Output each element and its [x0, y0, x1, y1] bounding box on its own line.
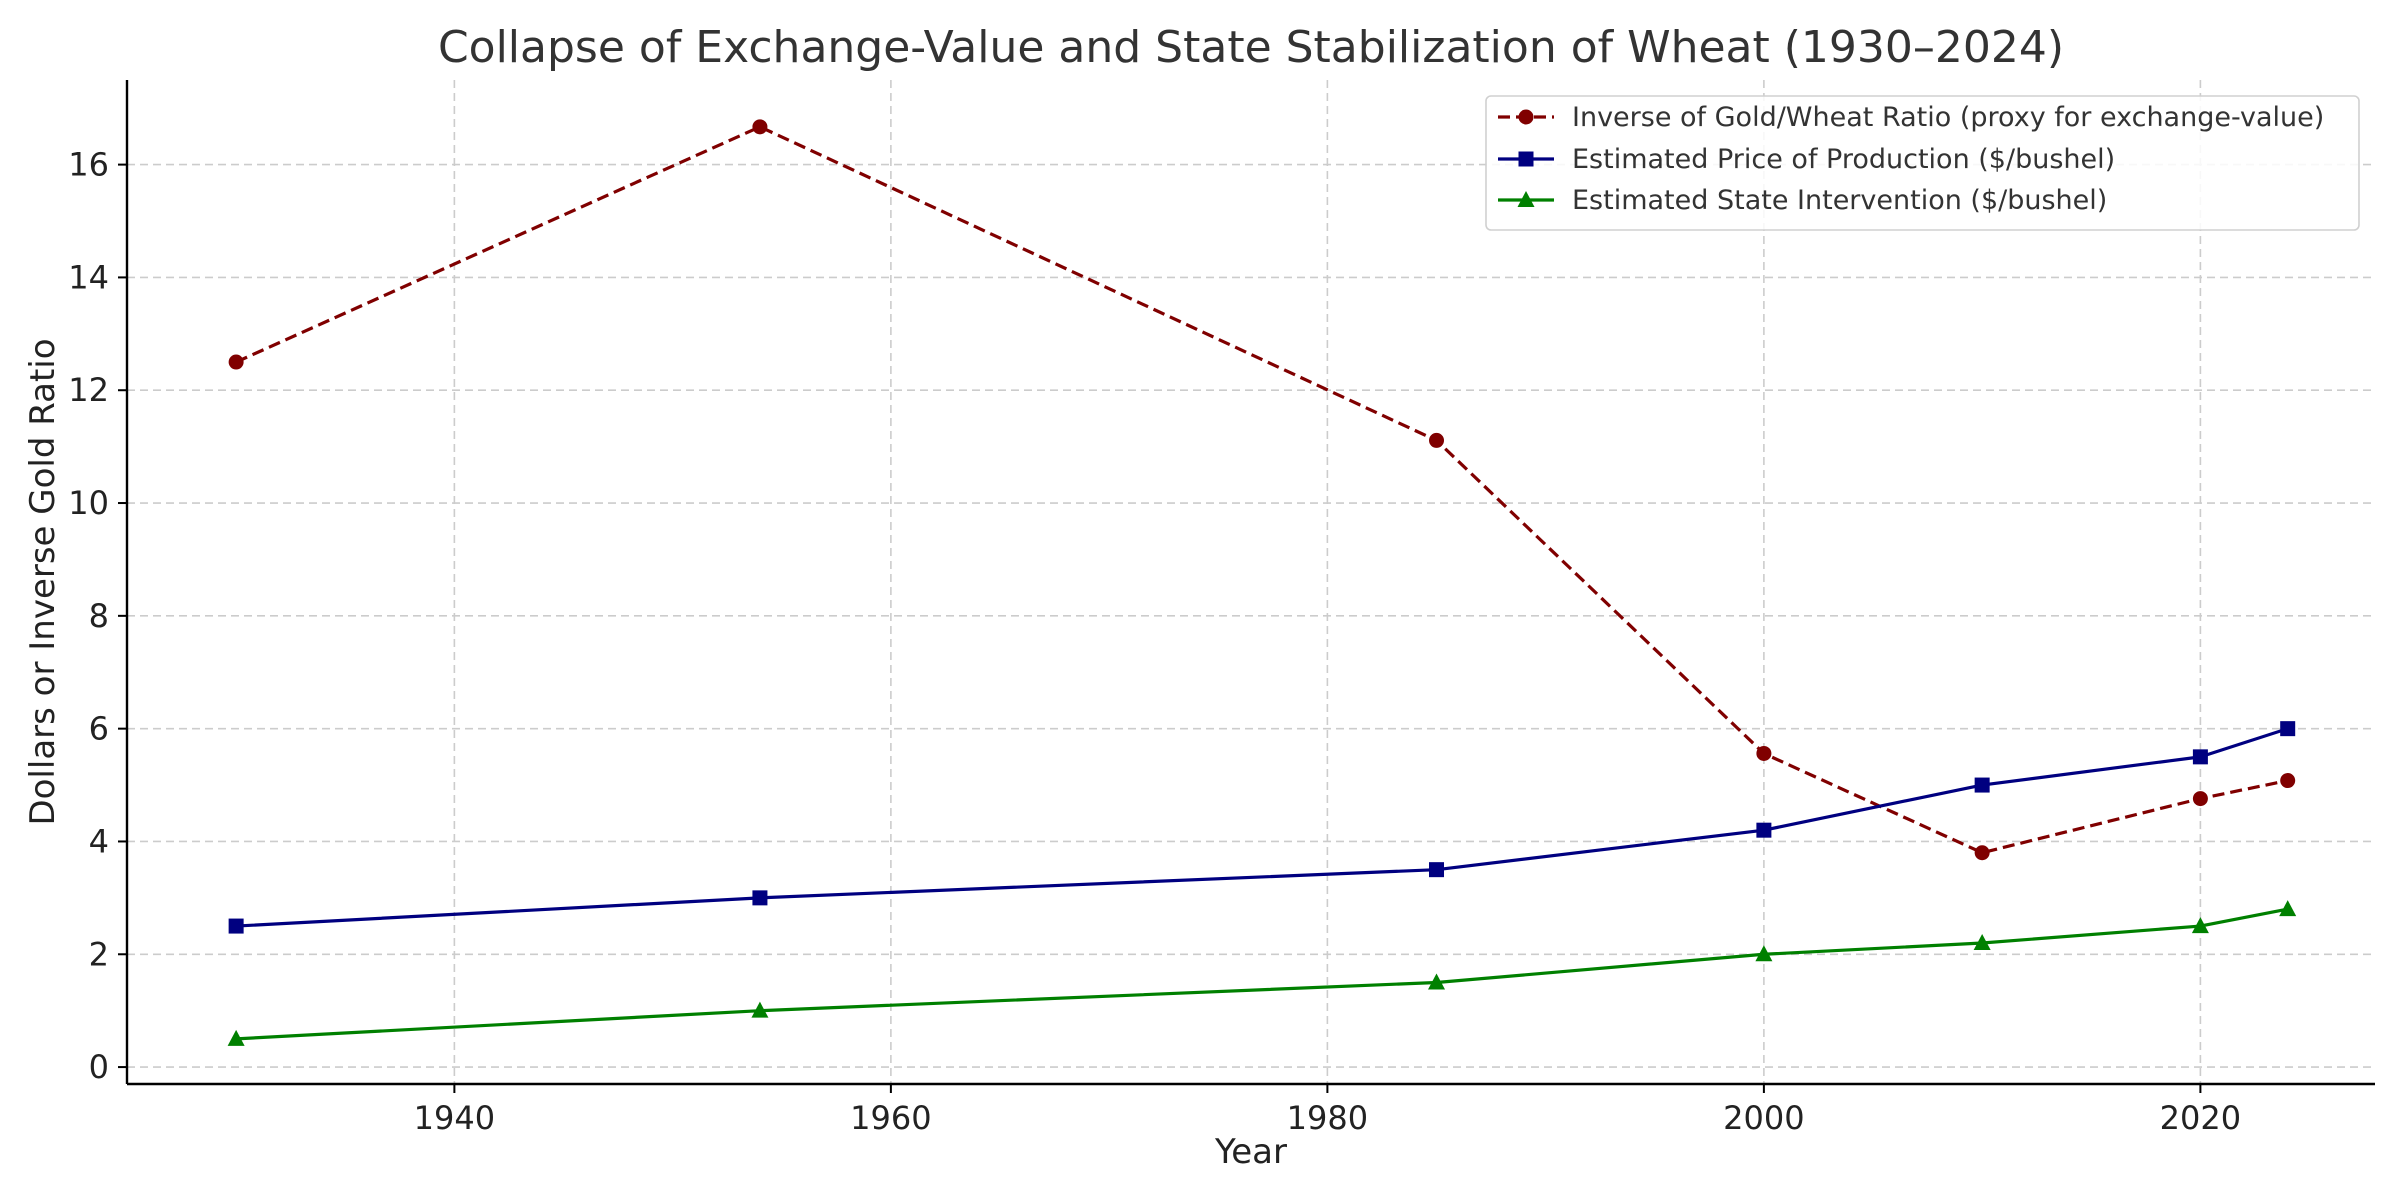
y-tick-label: 2: [89, 935, 109, 973]
data-point: [1429, 862, 1445, 878]
legend-entry-3: Estimated State Intervention ($/bushel): [1498, 185, 2107, 216]
series-line: [235, 125, 2289, 855]
data-point: [751, 1001, 769, 1018]
series-3: [227, 900, 2297, 1046]
data-point: [752, 119, 768, 135]
series: [227, 119, 2297, 1046]
y-tick-label: 12: [68, 371, 109, 409]
data-point: [2280, 721, 2296, 737]
series-1: [228, 119, 2296, 861]
axes: [118, 80, 2375, 1093]
tick-labels: 1940 1960 1980 2000 2020 0 2 4 6 8 10 12 14 16: [68, 146, 2241, 1137]
y-tick-label: 16: [68, 146, 109, 184]
y-tick-label: 8: [89, 597, 109, 635]
data-point: [2279, 900, 2297, 917]
y-tick-label: 0: [89, 1048, 109, 1086]
y-tick-label: 10: [68, 484, 109, 522]
series-line: [236, 727, 2289, 928]
x-tick-label: 1980: [1287, 1099, 1368, 1137]
data-point: [752, 890, 768, 906]
data-point: [228, 918, 244, 934]
legend-entry-2: Estimated Price of Production ($/bushel): [1498, 144, 2115, 175]
legend-label: Estimated Price of Production ($/bushel): [1572, 144, 2115, 175]
data-point: [1974, 777, 1990, 793]
legend-label: Inverse of Gold/Wheat Ratio (proxy for e…: [1572, 102, 2324, 133]
legend: Inverse of Gold/Wheat Ratio (proxy for e…: [1485, 95, 2360, 231]
y-tick-label: 14: [68, 258, 109, 296]
data-point: [227, 1029, 245, 1046]
y-axis-label: Dollars or Inverse Gold Ratio: [23, 338, 63, 825]
legend-frame: [1485, 95, 2360, 231]
legend-label: Estimated State Intervention ($/bushel): [1572, 185, 2107, 216]
data-point: [2280, 773, 2296, 789]
x-axis-label: Year: [1214, 1132, 1287, 1172]
data-point: [2192, 749, 2208, 765]
data-point: [1974, 845, 1990, 861]
x-tick-label: 2020: [2160, 1099, 2241, 1137]
legend-entry-1: Inverse of Gold/Wheat Ratio (proxy for e…: [1498, 102, 2324, 133]
data-point: [1756, 822, 1772, 838]
series-line: [236, 907, 2289, 1041]
data-point: [228, 354, 244, 370]
data-point: [1973, 933, 1991, 950]
series-2: [228, 721, 2296, 934]
legend-swatch-marker: [1517, 191, 1535, 207]
data-point: [2191, 917, 2209, 934]
x-tick-label: 1960: [850, 1099, 931, 1137]
x-tick-label: 1940: [414, 1099, 495, 1137]
data-point: [1428, 973, 1446, 990]
data-point: [1756, 745, 1772, 761]
y-tick-label: 4: [89, 822, 109, 860]
y-tick-label: 6: [89, 710, 109, 748]
data-point: [1755, 945, 1773, 962]
data-point: [1429, 432, 1445, 448]
x-tick-label: 2000: [1723, 1099, 1804, 1137]
chart-title: Collapse of Exchange-Value and State Sta…: [438, 22, 2064, 73]
grid-lines: [127, 80, 2375, 1084]
legend-swatch-marker: [1518, 109, 1534, 125]
legend-swatch-marker: [1518, 151, 1534, 167]
data-point: [2192, 791, 2208, 807]
